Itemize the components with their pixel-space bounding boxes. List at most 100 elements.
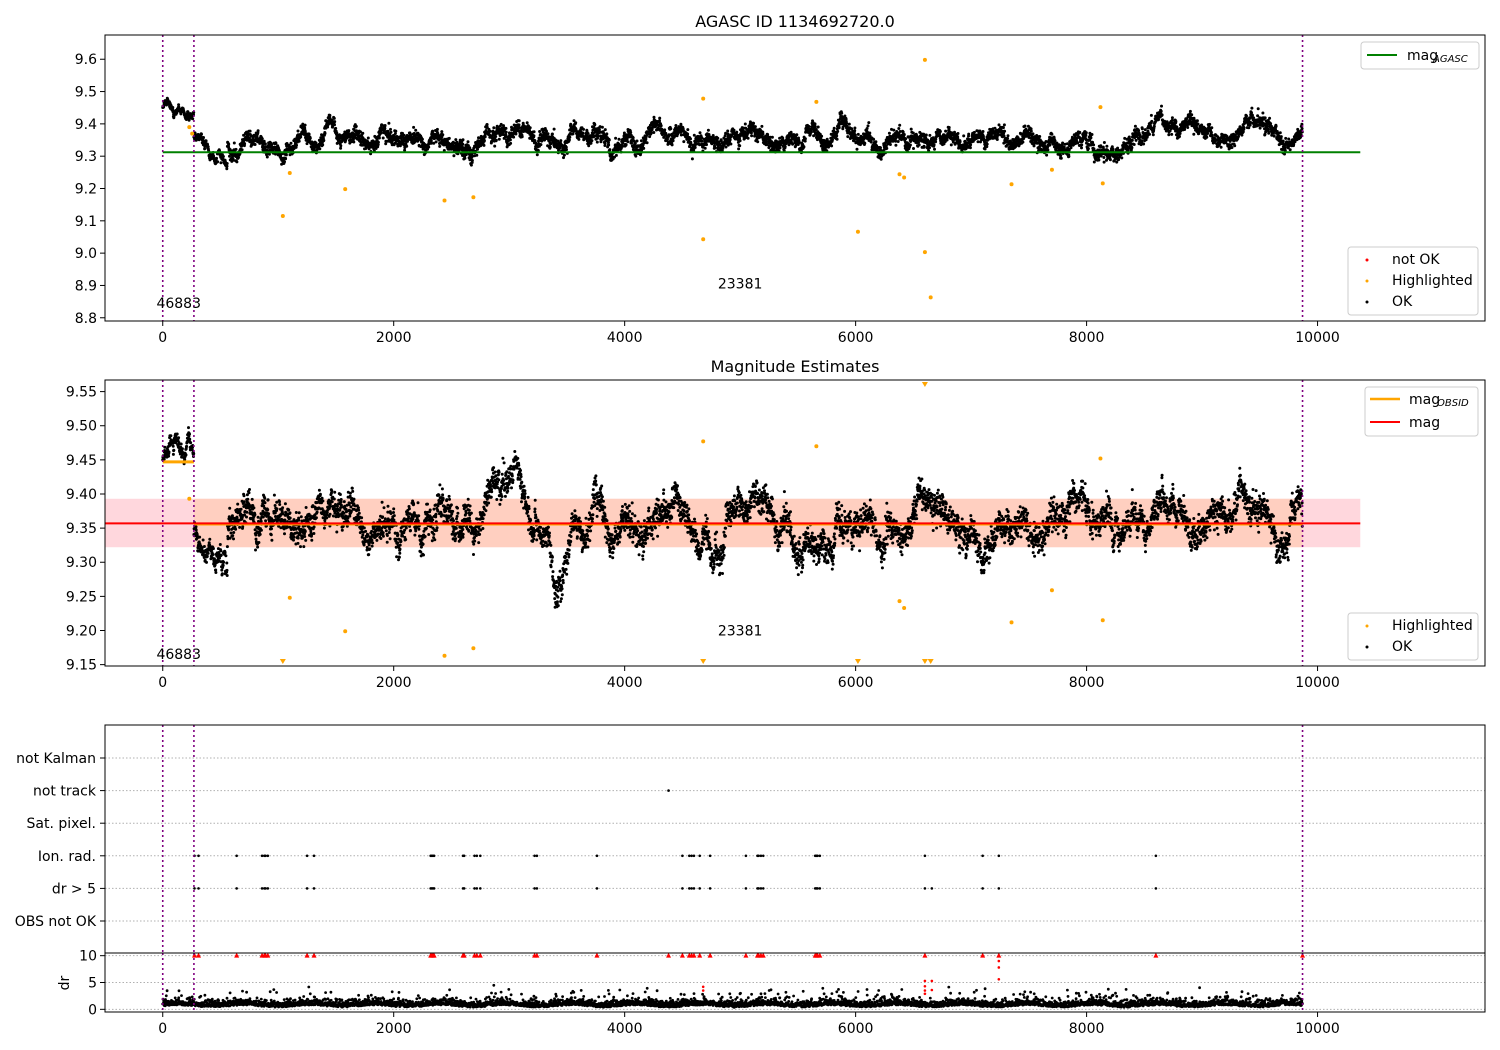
ok-point [756, 140, 760, 144]
ok-point [1023, 124, 1027, 128]
ok-point [307, 132, 311, 136]
ok-point [617, 137, 621, 141]
ok-point [377, 136, 381, 140]
ok-point [1195, 119, 1199, 123]
ok-point [260, 137, 264, 141]
ok-point [810, 130, 813, 134]
ok-point [645, 141, 649, 145]
ok-point [221, 155, 225, 158]
ok-point [303, 129, 307, 133]
ok-point [528, 126, 532, 130]
ok-point [597, 127, 601, 131]
ok-point [967, 132, 971, 136]
ok-point [732, 128, 736, 132]
ok-point [452, 154, 456, 158]
ok-point [469, 163, 473, 167]
ok-point [947, 126, 951, 129]
ok-point [328, 113, 332, 117]
ok-point [962, 134, 966, 138]
ok-point [427, 145, 431, 149]
ok-point [949, 143, 953, 147]
ok-point [532, 134, 536, 138]
ok-point [624, 143, 628, 147]
ok-point [297, 139, 301, 143]
ok-point [295, 143, 298, 147]
ok-point [1001, 126, 1005, 130]
ok-point [517, 123, 521, 127]
ok-point [454, 138, 458, 142]
ok-point [1029, 129, 1033, 133]
ok-point [1080, 146, 1083, 150]
ok-point [552, 127, 556, 131]
ok-point [483, 135, 487, 139]
ok-point [671, 139, 675, 143]
ok-point [956, 136, 960, 140]
ok-point [1175, 125, 1179, 129]
ok-point [577, 137, 581, 141]
ok-point [1148, 132, 1151, 136]
ok-point [1160, 104, 1163, 108]
ok-point [212, 154, 216, 158]
ok-point [807, 125, 811, 128]
ok-point [435, 127, 439, 131]
ok-point [835, 134, 839, 138]
ok-point [243, 142, 247, 146]
ok-point [778, 146, 782, 150]
ok-point [475, 153, 479, 157]
ok-point [693, 146, 697, 149]
ok-point [985, 142, 989, 146]
ok-point [729, 142, 733, 146]
ok-point [203, 147, 207, 151]
ok-point [504, 130, 508, 134]
ok-point [1021, 140, 1025, 144]
ok-point [690, 157, 694, 161]
ok-point [333, 123, 336, 127]
ok-point [631, 136, 635, 140]
ok-point [461, 142, 465, 146]
ok-point [770, 135, 774, 139]
ok-point [232, 141, 236, 145]
ok-point [1157, 118, 1160, 122]
ok-point [1084, 131, 1088, 135]
ok-point [470, 159, 474, 162]
ok-point [461, 138, 465, 142]
ok-point [535, 153, 539, 157]
ok-point [1132, 143, 1136, 146]
ok-point [493, 144, 497, 148]
ok-point [234, 147, 238, 151]
ok-point [322, 138, 326, 142]
ok-point [1130, 138, 1134, 142]
ok-point [813, 122, 817, 126]
ok-point [698, 131, 702, 135]
ok-point [593, 123, 597, 127]
ok-point [692, 133, 696, 137]
ok-point [420, 137, 424, 141]
ok-point [1143, 128, 1147, 132]
ok-point [713, 146, 717, 150]
ok-point [387, 121, 391, 125]
ok-point [191, 117, 195, 121]
ok-point [1031, 132, 1035, 136]
ok-point [351, 138, 355, 141]
ok-point [837, 126, 841, 130]
ok-point [206, 145, 210, 149]
ok-point [888, 143, 892, 146]
ok-point [494, 135, 498, 138]
ok-point [847, 122, 851, 126]
ok-point [482, 139, 486, 142]
ok-point [600, 125, 604, 129]
ok-point [482, 143, 486, 147]
ok-point [652, 131, 656, 134]
ok-point [440, 130, 444, 134]
ok-point [1170, 132, 1174, 136]
ok-point [366, 136, 370, 140]
ok-point [679, 122, 683, 126]
ok-point [590, 139, 594, 143]
ok-point [1190, 113, 1194, 117]
ok-point [438, 144, 442, 148]
ok-point [308, 136, 312, 140]
ok-point [867, 121, 871, 125]
ok-point [608, 148, 612, 152]
ok-point [1002, 123, 1006, 127]
ok-point [582, 127, 585, 131]
